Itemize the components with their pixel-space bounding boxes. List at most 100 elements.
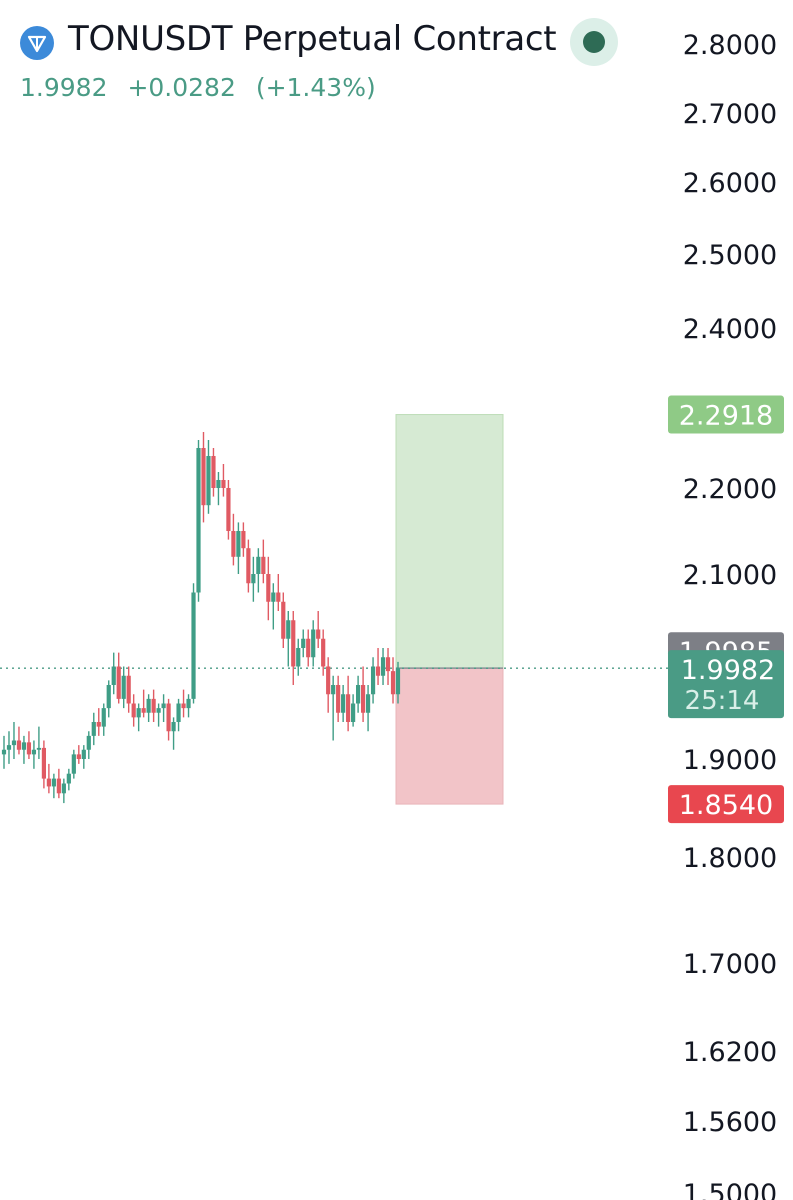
symbol-title[interactable]: TONUSDT Perpetual Contract [68, 19, 557, 59]
candle-body [136, 708, 141, 718]
market-status-button[interactable] [570, 18, 618, 66]
y-tick-label: 2.2000 [683, 474, 777, 505]
candle-body [16, 740, 22, 750]
candle-body [375, 666, 381, 676]
candle-body [186, 698, 191, 709]
y-tick-label: 1.5000 [683, 1179, 777, 1200]
last-price-badge-bg [668, 650, 784, 719]
y-tick-label: 2.8000 [683, 30, 777, 61]
candle-body [291, 620, 296, 667]
candle-body [26, 742, 32, 755]
candle-body [356, 685, 361, 704]
y-tick-label: 2.6000 [683, 168, 777, 199]
candle-body [360, 685, 366, 713]
y-tick-label: 2.4000 [683, 314, 777, 345]
candle-body [41, 747, 46, 779]
y-tick-label: 1.5600 [683, 1107, 777, 1138]
candle-body [131, 703, 136, 718]
candle-body [76, 754, 81, 759]
profit-zone [395, 414, 504, 669]
candle-body [116, 666, 121, 699]
target-price-badge-bg [668, 395, 784, 434]
candle-body [126, 675, 131, 704]
candle-body [321, 638, 326, 667]
candle-body [211, 456, 216, 488]
candle-body [46, 778, 51, 787]
candle-body [151, 698, 156, 713]
candle-body [176, 703, 181, 722]
stop-price-badge-bg [668, 785, 784, 824]
candle-body [311, 629, 316, 658]
candle-body [296, 648, 301, 667]
candle-body [96, 722, 101, 727]
candle-body [231, 531, 236, 557]
candle-body [51, 778, 56, 787]
candle-body [236, 531, 241, 557]
candle-body [6, 745, 12, 750]
candle-body [241, 531, 246, 549]
candle-body [326, 666, 331, 695]
candle-body [286, 620, 291, 639]
candle-body [1, 749, 7, 755]
candle-body [380, 657, 386, 676]
candle-body [86, 735, 91, 750]
candle-body [111, 666, 116, 685]
candle-body [66, 773, 71, 784]
candle-body [226, 488, 231, 531]
candle-body [171, 722, 176, 732]
candle-body [216, 480, 221, 488]
y-tick-label: 1.8000 [683, 843, 777, 874]
candle-body [281, 601, 286, 639]
candle-body [365, 694, 371, 713]
candle-body [56, 778, 61, 794]
candle-body [156, 708, 161, 713]
candle-body [385, 657, 391, 672]
candle-body [266, 574, 271, 602]
candle-body [31, 749, 37, 755]
market-open-dot-icon [583, 31, 605, 53]
candle-body [101, 708, 106, 727]
last-price: 1.9982 [20, 73, 108, 102]
candle-body [276, 592, 281, 602]
candle-body [146, 698, 151, 713]
candle-body [201, 448, 206, 506]
target-price-badge: 2.2918 [679, 401, 773, 432]
last-price-badge: 1.9982 [681, 655, 775, 686]
candle-body [196, 448, 201, 593]
candle-body [106, 685, 111, 709]
candle-body [21, 742, 27, 750]
y-tick-label: 2.7000 [683, 99, 777, 130]
quote-line: 1.9982 +0.0282 (+1.43%) [20, 73, 388, 102]
candle-body [61, 783, 66, 794]
candle-body [71, 754, 76, 774]
ton-logo-icon[interactable] [20, 26, 54, 60]
loss-zone [395, 667, 504, 805]
candle-body [246, 548, 251, 584]
y-tick-label: 1.9000 [683, 745, 777, 776]
candle-body [121, 675, 126, 699]
bar-countdown: 25:14 [685, 686, 760, 716]
candle-body [331, 685, 336, 695]
candle-body [370, 666, 376, 695]
y-tick-label: 2.5000 [683, 240, 777, 271]
candle-body [395, 668, 401, 695]
candle-body [191, 592, 196, 699]
candle-body [341, 694, 346, 713]
candle-body [261, 556, 266, 574]
y-tick-label: 1.6200 [683, 1037, 777, 1068]
candle-body [166, 703, 171, 732]
candle-body [81, 749, 86, 759]
candle-body [346, 694, 351, 722]
candle-body [271, 592, 276, 602]
stop-price-badge: 1.8540 [679, 790, 773, 821]
candle-body [256, 556, 261, 574]
candle-body [181, 703, 186, 709]
chart-header: TONUSDT Perpetual Contract 1.9982 +0.028… [0, 0, 660, 120]
candle-body [141, 708, 146, 713]
candle-body [301, 638, 306, 648]
candle-body [161, 703, 166, 709]
price-change-percent: (+1.43%) [255, 73, 376, 102]
y-tick-label: 1.7000 [683, 949, 777, 980]
candle-body [91, 722, 96, 736]
